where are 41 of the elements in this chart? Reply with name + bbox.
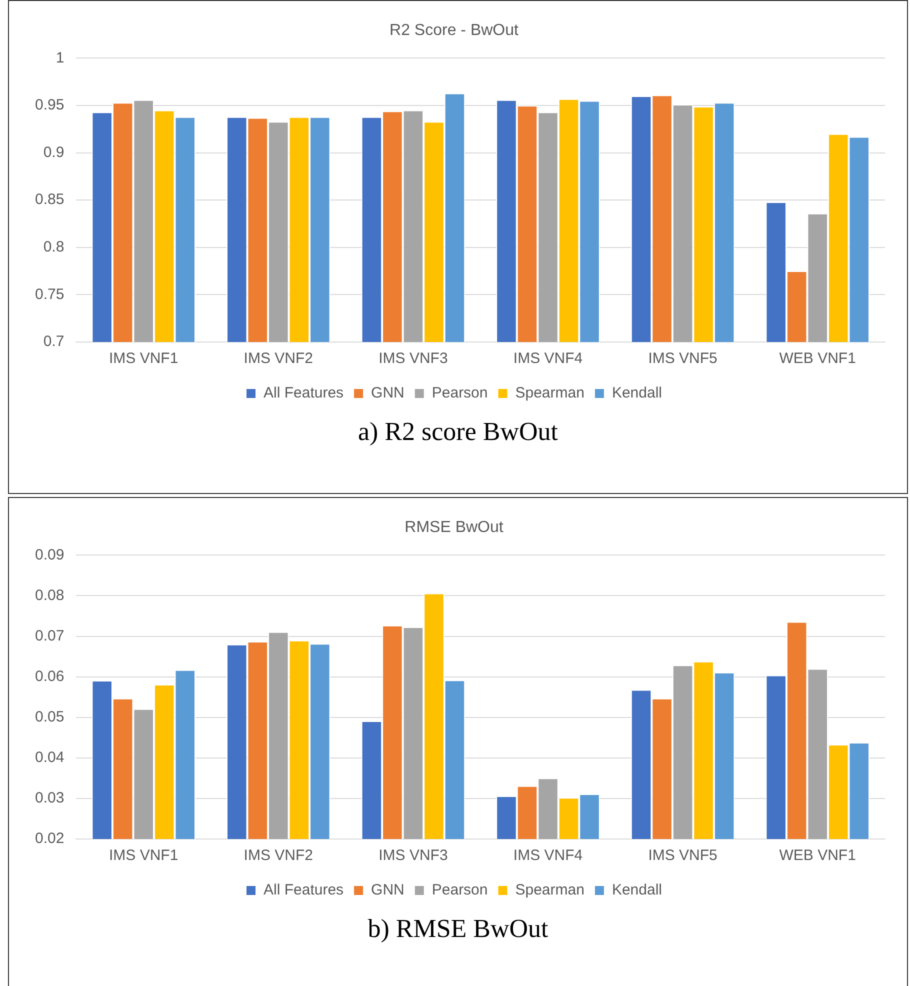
legend-label: GNN xyxy=(371,384,404,402)
y-tick-label: 0.06 xyxy=(34,668,64,685)
y-tick-label: 0.07 xyxy=(34,627,64,644)
y-tick-label: 0.9 xyxy=(43,144,64,161)
y-tick-label: 0.8 xyxy=(43,238,64,256)
chart-title: R2 Score - BwOut xyxy=(390,22,520,40)
x-tick-label: IMS VNF2 xyxy=(244,350,313,368)
y-tick-label: 0.85 xyxy=(34,191,64,208)
legend-label: GNN xyxy=(371,882,404,899)
x-tick-label: WEB VNF1 xyxy=(779,350,856,368)
y-tick-label: 0.75 xyxy=(34,286,64,303)
legend-label: All Features xyxy=(264,882,344,899)
y-tick-label: 0.08 xyxy=(34,586,64,604)
x-tick-label: IMS VNF3 xyxy=(378,350,448,368)
chart-title: RMSE BwOut xyxy=(404,519,504,536)
y-tick-label: 0.04 xyxy=(34,749,64,766)
x-tick-label: IMS VNF3 xyxy=(378,847,448,864)
legend-label: Spearman xyxy=(515,384,584,402)
x-tick-label: IMS VNF1 xyxy=(109,847,178,864)
x-tick-label: IMS VNF4 xyxy=(513,350,583,368)
x-tick-label: IMS VNF5 xyxy=(648,847,718,864)
y-tick-label: 0.02 xyxy=(34,830,64,848)
x-tick-label: IMS VNF5 xyxy=(648,350,718,368)
y-tick-label: 0.03 xyxy=(34,790,64,807)
y-tick-label: 1 xyxy=(56,49,64,66)
legend-label: Pearson xyxy=(432,384,488,402)
text: b) RMSE BwOut xyxy=(366,914,550,944)
legend-label: All Features xyxy=(264,384,344,402)
text: a) R2 score BwOut xyxy=(356,417,559,447)
legend-label: Pearson xyxy=(432,882,488,899)
x-tick-label: IMS VNF2 xyxy=(244,847,313,864)
y-tick-label: 0.09 xyxy=(34,546,64,564)
y-tick-label: 0.95 xyxy=(34,96,64,114)
y-tick-label: 0.05 xyxy=(34,708,64,726)
legend-label: Kendall xyxy=(612,882,662,899)
x-tick-label: WEB VNF1 xyxy=(779,847,856,864)
legend-label: Kendall xyxy=(612,384,662,402)
x-tick-label: IMS VNF4 xyxy=(513,847,583,864)
x-tick-label: IMS VNF1 xyxy=(109,350,178,368)
legend-label: Spearman xyxy=(515,882,584,899)
y-tick-label: 0.7 xyxy=(43,333,64,350)
